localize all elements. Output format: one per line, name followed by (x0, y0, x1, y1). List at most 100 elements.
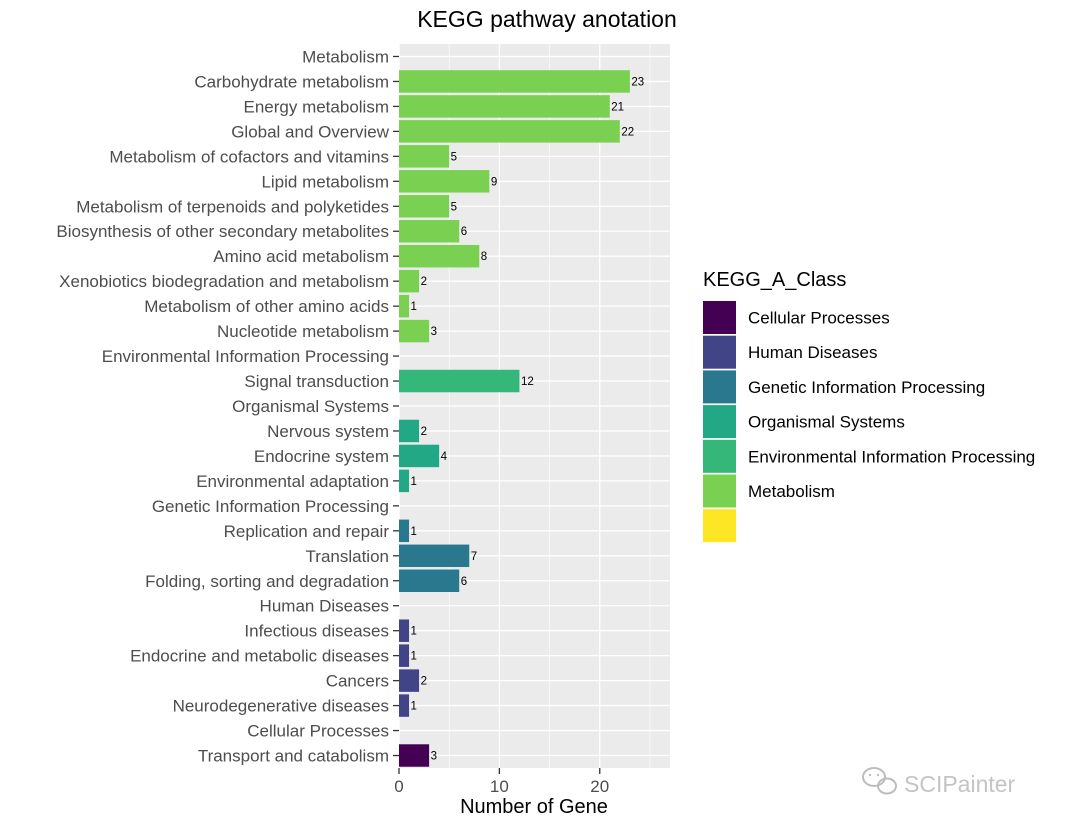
chart-title: KEGG pathway anotation (417, 6, 677, 32)
y-axis: Metabolism Carbohydrate metabolism Energy … (56, 47, 399, 766)
watermark: SCIPainter (862, 767, 1016, 797)
bar (399, 694, 410, 717)
value-label: 2 (421, 276, 427, 288)
y-tick-label: Neurodegenerative diseases (173, 697, 389, 716)
value-label: 1 (411, 626, 417, 638)
value-label: 4 (441, 451, 448, 463)
bar (399, 294, 410, 318)
x-tick-label: 10 (490, 777, 509, 796)
value-label: 6 (461, 576, 467, 588)
y-tick-label: Energy metabolism (243, 97, 389, 116)
y-tick-label: Amino acid metabolism (213, 247, 389, 266)
bar (399, 269, 420, 293)
y-tick-label: Organismal Systems (232, 397, 389, 416)
bar (399, 669, 420, 692)
bar (399, 195, 450, 218)
y-tick-label: Cellular Processes (247, 722, 389, 741)
x-tick-label: 0 (394, 777, 403, 796)
legend-title: KEGG_A_Class (703, 269, 846, 291)
value-label: 9 (491, 176, 497, 188)
y-tick-label: Transport and catabolism (198, 747, 389, 766)
value-label: 21 (611, 101, 624, 113)
bars (399, 70, 630, 767)
x-tick-label: 20 (590, 777, 609, 796)
bar (399, 220, 460, 243)
value-label: 1 (411, 526, 417, 538)
legend-key (703, 335, 736, 369)
y-tick-label: Metabolism of other amino acids (144, 297, 389, 316)
value-label: 1 (411, 651, 417, 663)
value-label: 2 (421, 426, 427, 438)
y-tick-label: Environmental adaptation (196, 472, 389, 491)
value-label: 1 (411, 701, 417, 713)
value-label: 2 (421, 676, 427, 688)
bar (399, 244, 480, 268)
watermark-text: SCIPainter (904, 771, 1016, 797)
y-tick-label: Nucleotide metabolism (217, 322, 389, 341)
legend-key (703, 474, 736, 508)
legend-label: Metabolism (748, 482, 835, 501)
bar (399, 644, 410, 667)
legend-key (703, 509, 736, 543)
bar (399, 619, 410, 642)
legend-label: Cellular Processes (748, 309, 890, 328)
bar (399, 120, 620, 143)
bar (399, 419, 420, 443)
y-tick-label: Environmental Information Processing (102, 347, 389, 366)
bar (399, 444, 440, 468)
value-label: 1 (411, 301, 417, 313)
bar (399, 70, 630, 93)
y-tick-label: Xenobiotics biodegradation and metabolis… (59, 272, 389, 291)
legend-key (703, 370, 736, 404)
wechat-icon (862, 767, 897, 795)
value-label: 22 (621, 126, 634, 138)
y-tick-label: Human Diseases (260, 597, 389, 616)
value-label: 1 (411, 476, 417, 488)
y-tick-label: Infectious diseases (244, 622, 389, 641)
value-label: 23 (631, 76, 644, 88)
bar (399, 569, 460, 592)
value-label: 5 (451, 201, 457, 213)
x-axis-label: Number of Gene (460, 796, 608, 818)
y-tick-label: Endocrine system (254, 447, 389, 466)
y-tick-label: Metabolism of cofactors and vitamins (109, 147, 389, 166)
legend-items: Cellular Processes Human Diseases Genetic … (703, 301, 1035, 543)
value-label: 6 (461, 226, 467, 238)
y-tick-label: Folding, sorting and degradation (145, 572, 389, 591)
y-tick-label: Replication and repair (224, 522, 390, 541)
y-tick-label: Metabolism of terpenoids and polyketides (76, 197, 389, 216)
y-tick-label: Global and Overview (231, 122, 390, 141)
y-tick-label: Carbohydrate metabolism (194, 72, 389, 91)
bar (399, 319, 430, 343)
y-tick-label: Nervous system (267, 422, 389, 441)
y-tick-label: Biosynthesis of other secondary metaboli… (56, 222, 389, 241)
y-tick-label: Signal transduction (244, 372, 389, 391)
legend-label: Human Diseases (748, 343, 877, 362)
value-label: 3 (431, 326, 437, 338)
legend-key (703, 301, 736, 334)
legend-label: Environmental Information Processing (748, 447, 1035, 466)
y-tick-label: Endocrine and metabolic diseases (130, 647, 389, 666)
y-tick-label: Lipid metabolism (261, 172, 389, 191)
bar (399, 519, 410, 543)
y-tick-label: Metabolism (302, 47, 389, 66)
value-label: 8 (481, 251, 487, 263)
bar (399, 170, 490, 193)
bar (399, 744, 430, 767)
bar (399, 95, 610, 118)
value-label: 12 (521, 376, 534, 388)
bar (399, 544, 470, 568)
y-tick-label: Genetic Information Processing (152, 497, 389, 516)
legend-label: Organismal Systems (748, 413, 905, 432)
y-tick-label: Cancers (326, 672, 389, 691)
bar (399, 369, 520, 393)
value-label: 7 (471, 551, 477, 563)
bar (399, 469, 410, 493)
value-label: 3 (431, 751, 437, 763)
bar (399, 145, 450, 168)
legend-key (703, 405, 736, 439)
legend-key (703, 439, 736, 473)
x-axis: 0 10 20 (394, 768, 609, 796)
